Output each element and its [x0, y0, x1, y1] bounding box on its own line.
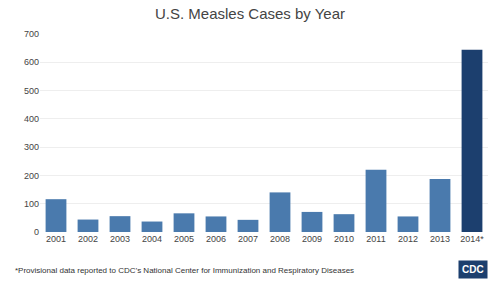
svg-text:2003: 2003	[110, 234, 130, 244]
svg-text:2002: 2002	[78, 234, 98, 244]
svg-text:2014*: 2014*	[460, 234, 484, 244]
svg-text:700: 700	[24, 29, 39, 39]
svg-text:U.S. Measles Cases by Year: U.S. Measles Cases by Year	[155, 5, 345, 22]
svg-text:2011: 2011	[366, 234, 385, 244]
svg-text:400: 400	[24, 114, 39, 124]
svg-text:300: 300	[24, 142, 39, 152]
svg-text:2005: 2005	[174, 234, 194, 244]
svg-text:2013: 2013	[430, 234, 450, 244]
svg-text:2004: 2004	[142, 234, 162, 244]
svg-text:2009: 2009	[302, 234, 322, 244]
svg-text:2008: 2008	[270, 234, 290, 244]
svg-text:500: 500	[24, 86, 39, 96]
svg-text:2010: 2010	[334, 234, 354, 244]
svg-text:200: 200	[24, 171, 39, 181]
svg-text:CDC: CDC	[462, 264, 484, 275]
svg-text:*Provisional data reported to: *Provisional data reported to CDC’s Nati…	[15, 266, 354, 275]
svg-text:2007: 2007	[238, 234, 258, 244]
svg-text:600: 600	[24, 57, 39, 67]
svg-text:2001: 2001	[46, 234, 66, 244]
svg-text:100: 100	[24, 199, 39, 209]
svg-text:2012: 2012	[398, 234, 418, 244]
svg-text:2006: 2006	[206, 234, 226, 244]
svg-text:0: 0	[34, 227, 39, 237]
